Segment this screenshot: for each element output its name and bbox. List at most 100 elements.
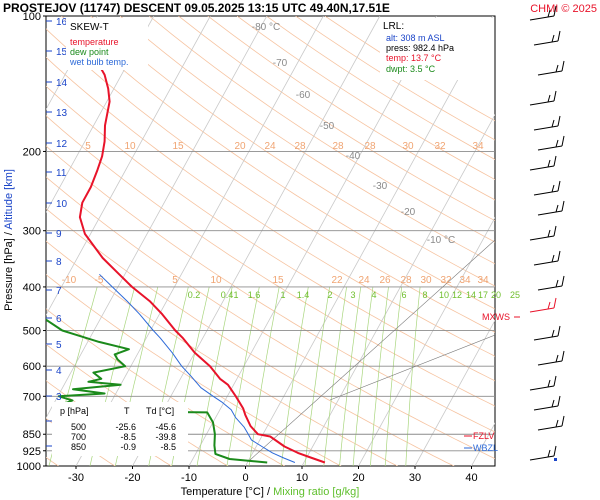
levels-table-row-500-t: -25.6: [115, 422, 136, 432]
levels-table-row-850-td: -8.5: [160, 442, 176, 452]
series-line: [99, 273, 296, 463]
dry-adiabat-label: 15: [172, 141, 184, 152]
y-axis-separator: /: [3, 230, 15, 239]
isotherm: [414, 319, 495, 466]
dry-adiabat-label: 5: [85, 141, 91, 152]
wind-barb-shaft: [533, 190, 559, 196]
wind-barb-shaft: [529, 307, 555, 313]
pressure-tick-label: 300: [23, 226, 41, 238]
temperature-tick-label: -30: [68, 472, 84, 484]
dry-adiabat: [46, 274, 342, 466]
mixing-ratio-label: 2: [327, 290, 332, 300]
isotherm-label: -70: [273, 58, 288, 69]
fzlv-marker-label: FZLV: [473, 431, 494, 441]
levels-table-header-td: Td [°C]: [146, 406, 174, 416]
mixing-ratio-label: 4: [371, 290, 376, 300]
wind-calm-marker: [554, 458, 557, 461]
wind-barb-flag: [561, 135, 565, 147]
temperature-tick-label: 0: [242, 472, 248, 484]
levels-table-header-p: p [hPa]: [60, 406, 89, 416]
wind-barb-flag: [561, 60, 565, 72]
levels-table-row-500-p: 500: [71, 422, 86, 432]
dry-adiabat-label: 24: [264, 141, 276, 152]
level-markers: MXWS FZLV WBZL: [464, 312, 520, 453]
wind-barb-flag: [551, 34, 555, 43]
wind-barb-flag: [553, 5, 557, 17]
levels-table-background: [52, 402, 188, 456]
wind-barb-flag: [547, 449, 551, 458]
dry-adiabat-label: 20: [234, 141, 246, 152]
altitude-tick-label: 9: [56, 229, 62, 240]
temperature-tick-label: -20: [125, 472, 141, 484]
wind-barb-flag: [553, 90, 557, 102]
lrl-temperature: temp: 13.7 °C: [386, 53, 442, 63]
y-axis-label: Pressure [hPa] / Altitude [km]: [3, 169, 15, 311]
altitude-tick-label: 8: [56, 257, 62, 268]
y-axis-altitude-label: Altitude [km]: [3, 169, 15, 230]
mixing-ratio-label: 14: [466, 290, 476, 300]
wind-barb-shaft: [537, 285, 563, 291]
wind-barb-flag: [547, 379, 551, 388]
wind-barb-shaft: [529, 455, 555, 461]
isotherm: [188, 16, 437, 466]
mixing-ratio-label: 1: [233, 290, 238, 300]
pressure-tick-label: 1000: [17, 461, 41, 473]
wind-barb-shaft: [537, 70, 563, 76]
dry-adiabat: [90, 16, 495, 287]
chart-title: PROSTEJOV (11747) DESCENT 09.05.2025 13:…: [3, 1, 390, 15]
legend-box: [66, 18, 148, 70]
isotherms: [46, 16, 600, 466]
wind-barb-flag: [553, 297, 557, 309]
wind-barb-flag: [547, 94, 551, 103]
mixing-ratio-label: 10: [439, 290, 449, 300]
dry-adiabat-label: 34: [459, 275, 471, 286]
mixing-ratio-label: 20: [491, 290, 501, 300]
dry-adiabat-label: 30: [402, 141, 414, 152]
levels-table-row-700-p: 700: [71, 432, 86, 442]
isotherm: [46, 16, 155, 213]
altitude-tick-label: 16: [56, 17, 68, 28]
dry-adiabat-label: 24: [358, 275, 370, 286]
dry-adiabat: [46, 115, 495, 407]
isotherm: [245, 16, 494, 466]
altitude-tick-label: 7: [56, 286, 62, 297]
wind-barb-shaft: [529, 15, 555, 21]
legend-item-temperature: temperature: [70, 37, 119, 47]
dry-adiabat-label: 32: [434, 141, 446, 152]
altitude-tick-label: 5: [56, 340, 62, 351]
dry-adiabats: [46, 16, 495, 466]
series-line: [78, 34, 326, 464]
mixing-ratio-label: 0.4: [221, 290, 234, 300]
copyright: CHMI © 2025: [530, 3, 597, 15]
mixing-ratio-label: 12: [452, 290, 462, 300]
altitude-tick-label: 10: [56, 199, 68, 210]
wind-barb-shaft: [537, 360, 563, 366]
wind-barb-flag: [557, 180, 561, 192]
wind-barb-shaft: [533, 405, 559, 411]
isotherm: [528, 16, 600, 466]
wind-barb-shaft: [533, 40, 559, 46]
pressure-tick-label: 400: [23, 282, 41, 294]
dry-adiabat-label: 5: [172, 275, 178, 286]
mixing-ratio-label: 8: [422, 290, 427, 300]
mixing-ratio-label: 1.4: [297, 290, 310, 300]
wind-barb-flag: [555, 354, 559, 363]
altitude-tick-label: 15: [56, 47, 68, 58]
mixing-ratio-label: 1.6: [248, 290, 261, 300]
wind-barb-shaft: [533, 335, 559, 341]
levels-table-row-700-t: -8.5: [120, 432, 136, 442]
dry-adiabat-label: 28: [332, 141, 344, 152]
dry-adiabat: [46, 208, 455, 466]
mxws-marker-label: MXWS: [482, 312, 510, 322]
mixing-ratio-label: 3: [350, 290, 355, 300]
wind-barb-flag: [551, 329, 555, 338]
wind-barb-flag: [561, 200, 565, 212]
dry-adiabat-label: 10: [210, 275, 222, 286]
wind-barb-flag: [553, 155, 557, 167]
dry-adiabat: [178, 16, 495, 222]
legend-title: SKEW-T: [70, 22, 109, 33]
wind-barb-flag: [555, 204, 559, 213]
dry-adiabat-label: 28: [364, 141, 376, 152]
mixing-ratio-label: 1: [280, 290, 285, 300]
wind-barb-shaft: [529, 385, 555, 391]
